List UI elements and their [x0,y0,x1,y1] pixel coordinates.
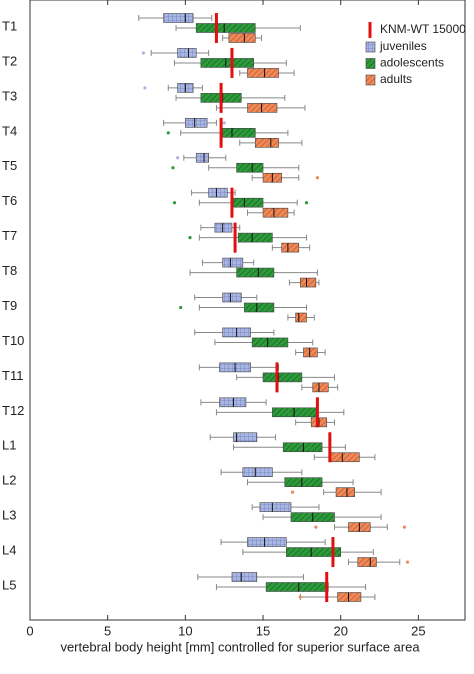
y-tick-label: T8 [2,263,17,278]
outlier [308,445,312,449]
box [300,277,317,288]
box [272,407,318,418]
box [228,33,256,43]
box [251,337,289,348]
x-tick-label: 10 [178,623,192,638]
y-tick-label: T10 [2,333,24,348]
box [247,537,287,547]
outlier [141,51,146,55]
legend-label: adolescents [380,56,444,70]
outlier [405,560,410,564]
outlier [166,131,170,135]
y-tick-label: L5 [2,577,16,592]
outlier [171,166,175,170]
y-tick-label: T11 [2,368,23,383]
box [335,487,355,497]
box [200,58,255,68]
outlier [304,201,309,205]
outlier [172,201,177,205]
box [303,347,318,358]
outlier [175,156,180,160]
box [357,557,377,567]
outlier [298,595,302,599]
box [265,582,329,592]
box [247,68,279,78]
y-tick-label: T4 [2,123,17,138]
y-tick-label: T9 [2,298,17,313]
box [195,23,256,33]
box [295,312,307,323]
x-axis-label: vertebral body height [mm] controlled fo… [60,639,420,654]
box [208,187,228,198]
y-tick-label: L3 [2,508,16,523]
box [247,103,278,113]
box [185,118,208,128]
x-tick-label: 15 [256,623,270,638]
y-tick-label: T12 [2,403,24,418]
box [262,372,303,383]
y-tick-label: T6 [2,193,17,208]
box [281,242,300,253]
box [286,547,342,557]
outlier [188,236,192,240]
legend-label: KNM-WT 15000 [380,22,466,36]
x-tick-label: 25 [411,623,425,638]
y-tick-label: T3 [2,88,17,103]
box [242,467,273,477]
box [222,292,242,303]
outlier [301,585,306,589]
box [233,432,258,443]
legend-swatch [365,74,376,86]
box [284,477,323,487]
legend-label: juveniles [379,39,427,53]
box [337,592,362,602]
box [244,302,275,313]
box [236,162,264,173]
y-tick-label: T7 [2,228,17,243]
outlier [315,176,320,180]
box [214,222,233,233]
legend-label: adults [380,72,412,86]
x-tick-label: 0 [26,623,33,638]
box [259,502,292,512]
outlier [290,490,295,494]
box [236,267,275,278]
box [262,207,289,218]
box [312,382,329,393]
outlier [314,525,318,529]
y-tick-label: L2 [2,473,16,488]
box [222,128,256,138]
box [329,452,360,463]
outlier [286,410,290,414]
box [233,197,264,208]
box [237,232,273,243]
plot-frame [29,0,466,621]
box [254,138,279,148]
legend-swatch [365,41,376,53]
y-tick-label: T2 [2,53,17,68]
y-tick-label: L1 [2,438,16,453]
box [177,48,197,58]
legend-swatch [365,58,376,69]
y-tick-label: T1 [2,18,17,33]
y-tick-label: T5 [2,158,17,173]
box [163,13,194,23]
x-tick-label: 20 [333,623,347,638]
y-tick-label: L4 [2,543,16,558]
box [195,152,209,163]
box [222,257,244,268]
outlier [179,305,183,310]
outlier [402,525,407,529]
x-tick-label: 5 [104,623,111,638]
box [282,442,323,453]
box [231,572,258,582]
outlier [143,86,147,90]
box [219,397,247,408]
outlier [222,121,226,125]
